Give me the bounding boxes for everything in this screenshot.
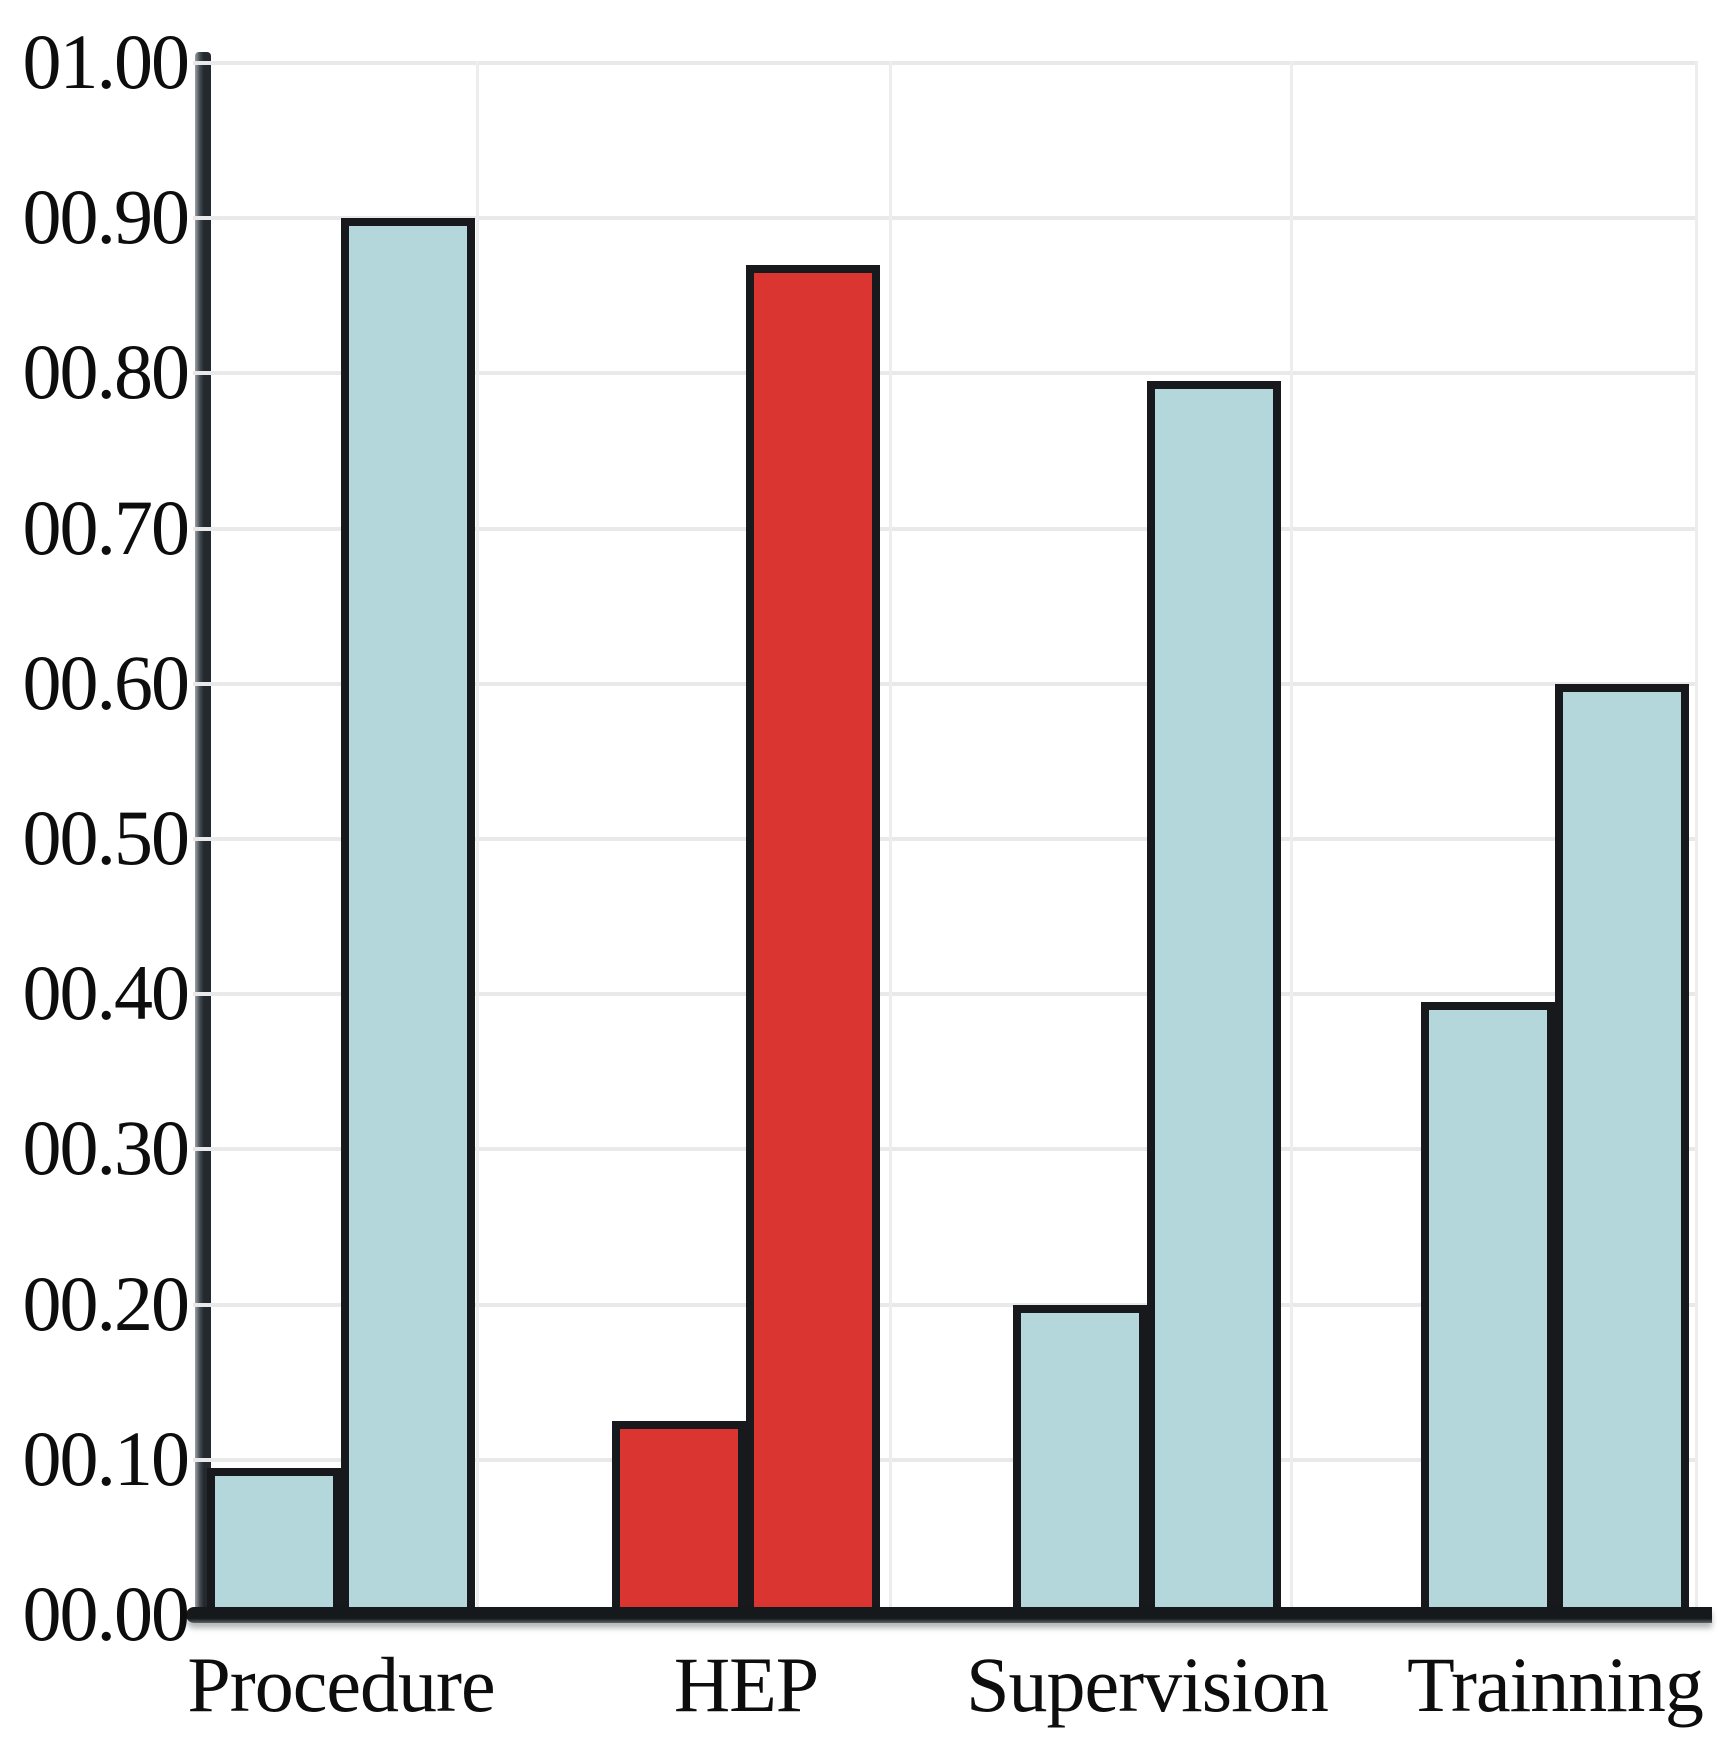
x-category-label-hep: HEP [673, 1641, 819, 1728]
y-tick-label: 00.60 [22, 639, 191, 726]
x-gridline [1695, 61, 1698, 1615]
y-axis-line [195, 52, 211, 1621]
y-tick-label: 00.70 [22, 484, 191, 571]
x-category-label-procedure: Procedure [187, 1641, 495, 1728]
bar-trainning-bar-1 [1421, 1002, 1555, 1621]
x-axis-line [186, 1607, 1712, 1623]
bar-trainning-bar-2 [1555, 684, 1689, 1621]
x-category-label-trainning: Trainning [1407, 1641, 1704, 1728]
bar-supervision-bar-1 [1013, 1305, 1147, 1621]
bar-procedure-bar-1 [207, 1468, 341, 1621]
y-tick-label: 00.20 [22, 1260, 191, 1347]
bar-hep-bar-2 [746, 265, 880, 1621]
y-gridline [193, 682, 1697, 686]
bar-hep-bar-1 [612, 1421, 746, 1621]
y-gridline [193, 371, 1697, 375]
y-gridline [193, 216, 1697, 220]
y-gridline [193, 527, 1697, 531]
y-tick-label: 00.90 [22, 173, 191, 260]
y-gridline [193, 837, 1697, 841]
x-gridline [1290, 61, 1293, 1615]
y-gridline [193, 1147, 1697, 1151]
y-tick-label: 00.00 [22, 1570, 191, 1657]
y-gridline [193, 992, 1697, 996]
x-gridline [889, 61, 892, 1615]
y-tick-label: 00.30 [22, 1104, 191, 1191]
y-tick-label: 00.40 [22, 949, 191, 1036]
y-tick-label: 01.00 [22, 18, 191, 105]
x-category-label-supervision: Supervision [966, 1641, 1329, 1728]
bar-supervision-bar-2 [1147, 381, 1281, 1621]
y-gridline [193, 1303, 1697, 1307]
y-gridline [193, 1458, 1697, 1462]
y-tick-label: 00.80 [22, 328, 191, 415]
y-tick-label: 00.10 [22, 1415, 191, 1502]
y-gridline [193, 61, 1697, 65]
x-gridline [476, 61, 479, 1615]
bar-procedure-bar-2 [341, 218, 475, 1621]
y-tick-label: 00.50 [22, 794, 191, 881]
